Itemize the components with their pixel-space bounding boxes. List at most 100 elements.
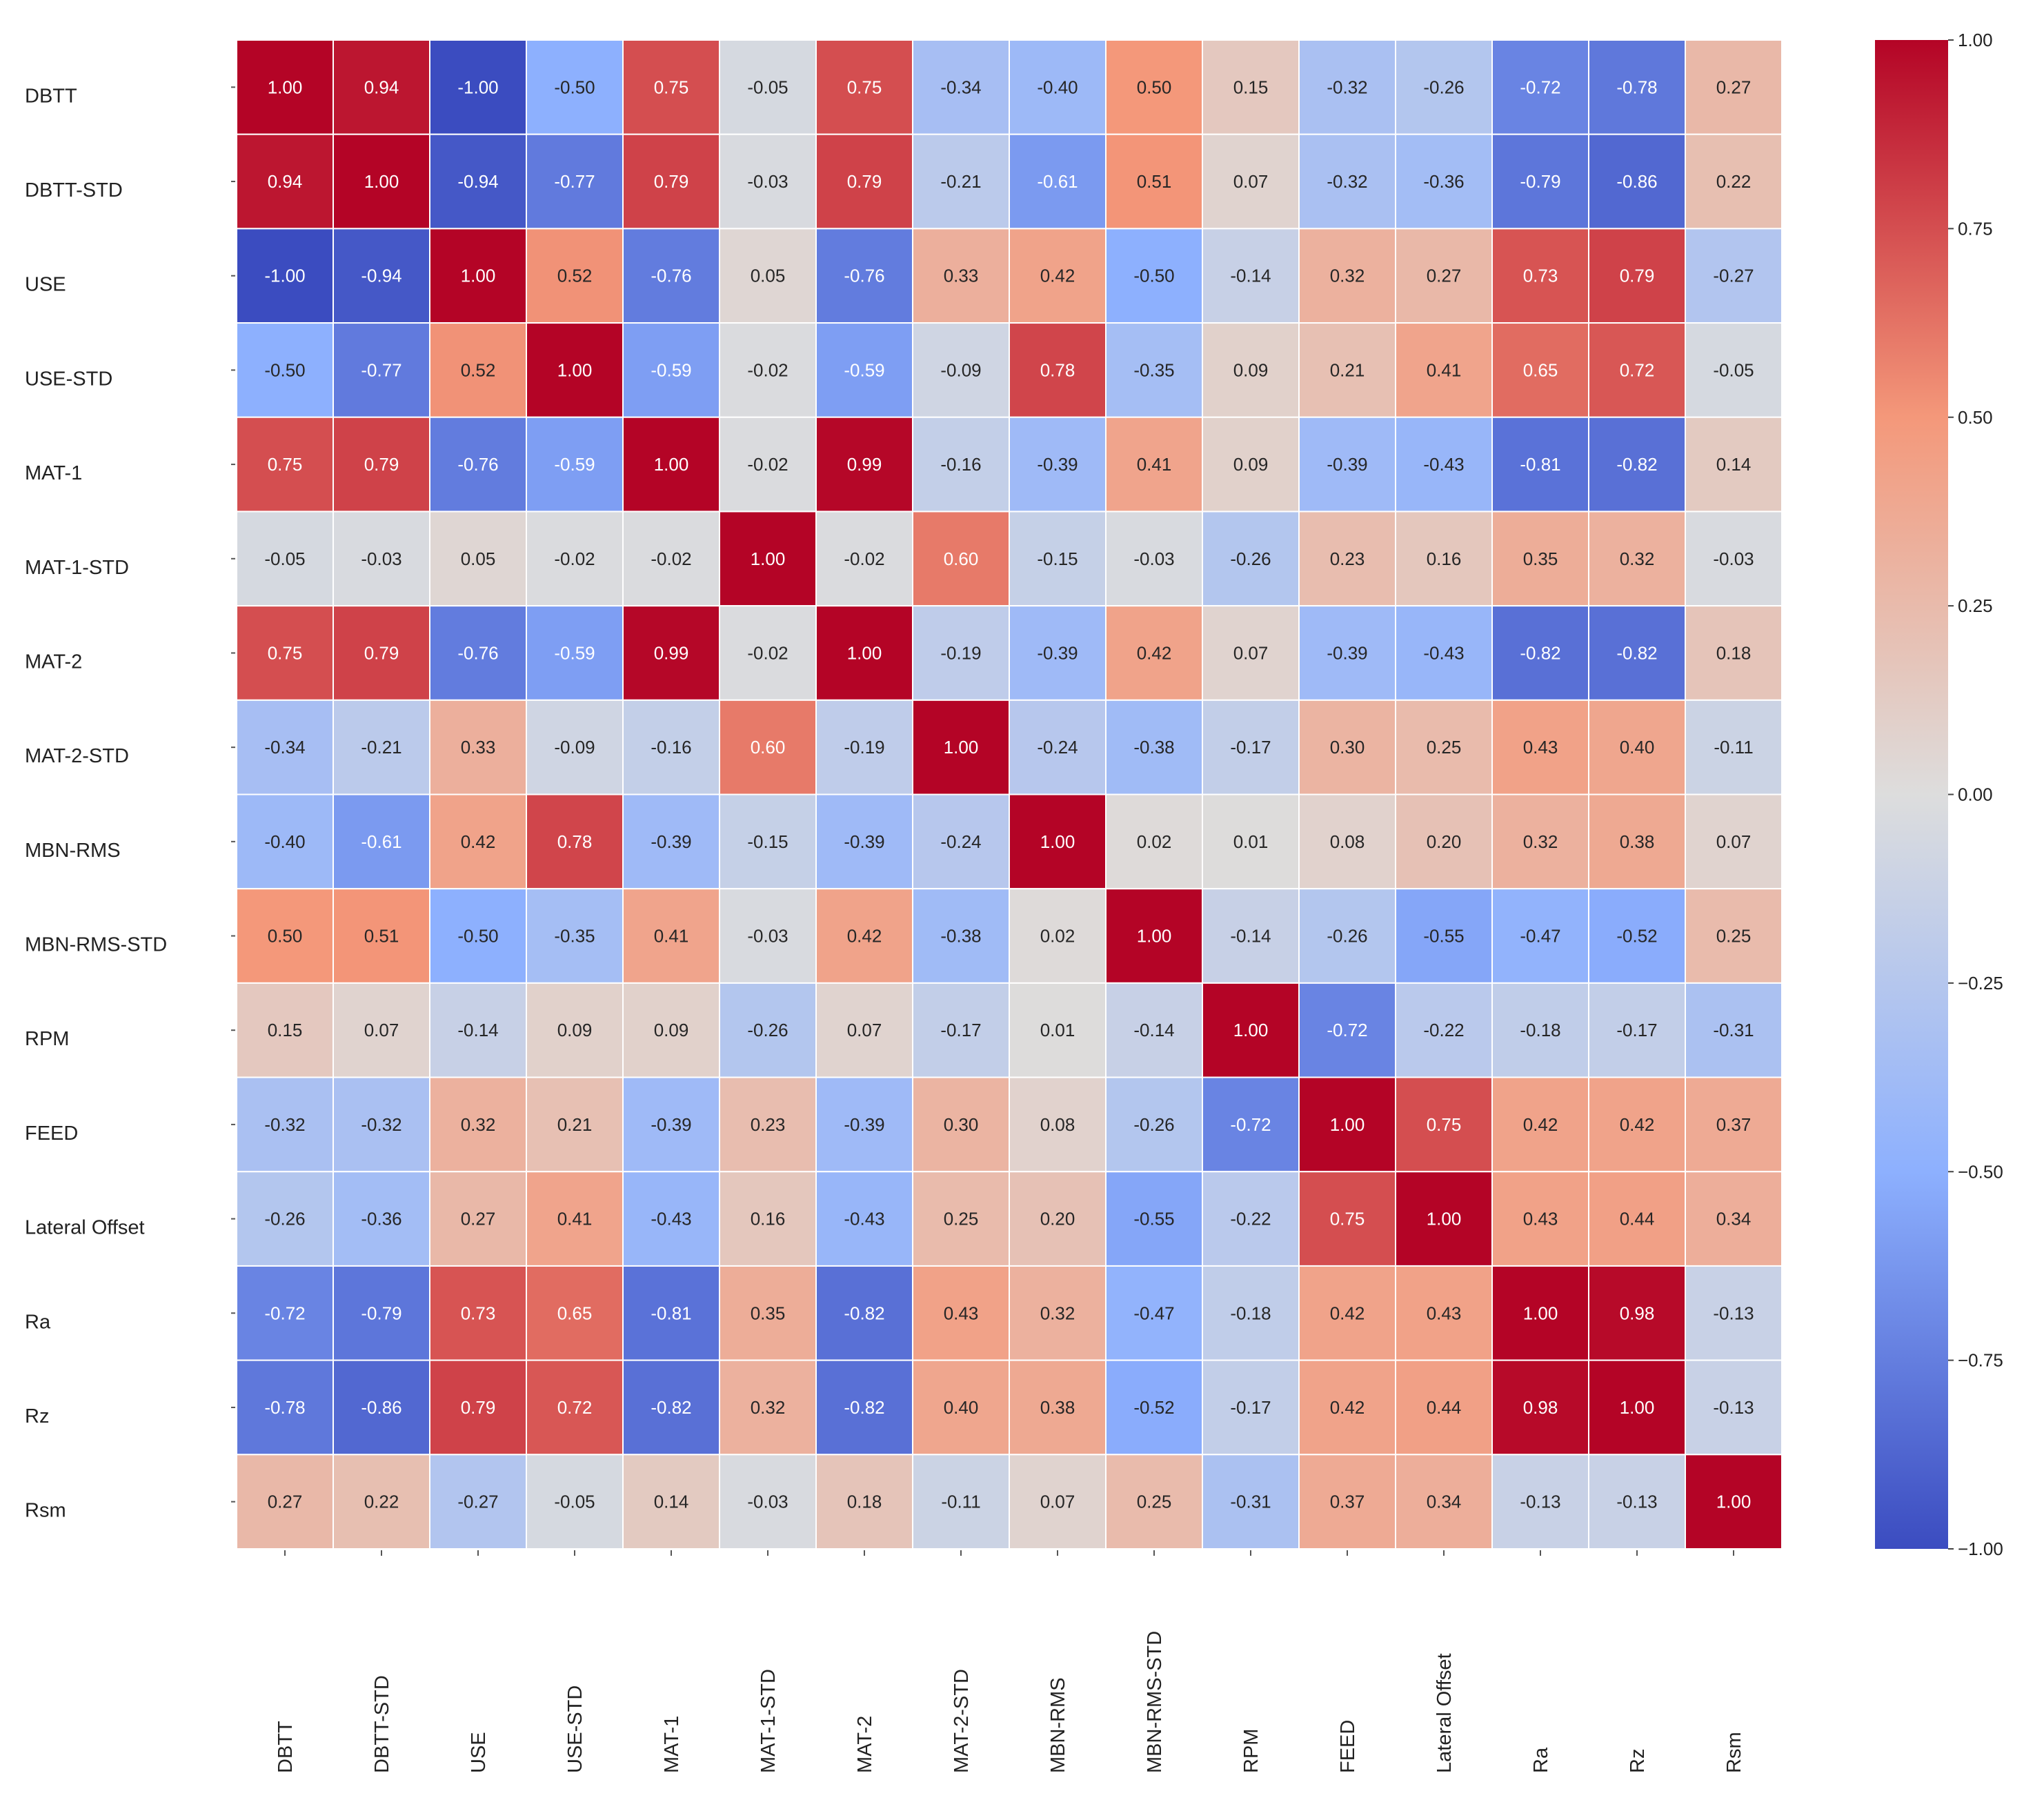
heatmap-cell <box>912 39 1010 135</box>
heatmap-cell <box>1685 416 1783 513</box>
cell-value-label: -0.72 <box>264 1303 305 1323</box>
cell-value-label: 0.51 <box>364 926 399 947</box>
heatmap-cell <box>1202 1454 1300 1550</box>
colorbar: 1.00 0.75 0.50 0.25 0.00 −0.25 −0.50 −0.75 −1.00 <box>1875 30 2003 1559</box>
heatmap-cell <box>236 133 334 230</box>
heatmap-cell <box>815 133 913 230</box>
heatmap-cell <box>1202 322 1300 418</box>
cell-value-label: 0.32 <box>1330 266 1365 286</box>
cell-value-label: 0.30 <box>944 1114 979 1135</box>
cell-value-label: -0.81 <box>1520 454 1560 475</box>
column-label: Ra <box>1530 1747 1552 1773</box>
cell-value-label: -0.39 <box>1037 642 1078 663</box>
column-label: MAT-2-STD <box>951 1669 973 1773</box>
cell-value-label: -0.02 <box>651 548 691 569</box>
cell-value-label: 0.09 <box>1233 454 1269 475</box>
heatmap-cell <box>236 416 334 513</box>
cell-value-label: 0.32 <box>1620 548 1655 569</box>
row-label: DBTT <box>25 85 77 107</box>
heatmap-cell <box>1588 416 1686 513</box>
heatmap-cell <box>236 982 334 1078</box>
cell-value-label: 0.37 <box>1330 1492 1365 1512</box>
cell-value-label: -0.03 <box>1713 548 1754 569</box>
cell-value-label: 0.07 <box>364 1020 399 1040</box>
heatmap-cell <box>622 511 720 607</box>
cell-value-label: -0.18 <box>1520 1020 1560 1040</box>
cell-value-label: 0.79 <box>654 171 689 192</box>
heatmap-cell <box>1395 133 1493 230</box>
cell-value-label: -0.05 <box>747 77 788 97</box>
heatmap-cell <box>1685 1171 1783 1267</box>
cell-value-label: 0.18 <box>847 1492 882 1512</box>
row-label: MAT-1-STD <box>25 557 129 579</box>
row-label: DBTT-STD <box>25 179 123 201</box>
cell-value-label: -0.17 <box>940 1020 981 1040</box>
cell-value-label: -0.15 <box>1037 548 1078 569</box>
heatmap-cell <box>333 1359 430 1456</box>
cell-value-label: 1.00 <box>654 454 689 475</box>
cell-value-label: -0.59 <box>651 359 691 380</box>
heatmap-cell <box>1395 416 1493 513</box>
heatmap-cell <box>1298 322 1396 418</box>
cell-value-label: 0.38 <box>1040 1397 1075 1418</box>
cell-value-label: -0.76 <box>457 454 498 475</box>
cell-value-label: -0.34 <box>264 737 305 758</box>
heatmap-cell <box>815 699 913 795</box>
cell-value-label: 0.37 <box>1716 1114 1752 1135</box>
cell-value-label: 0.07 <box>847 1020 882 1040</box>
cell-value-label: -0.02 <box>747 359 788 380</box>
heatmap-cell <box>1588 1171 1686 1267</box>
heatmap-cell <box>912 1454 1010 1550</box>
heatmap-cell <box>1105 1454 1203 1550</box>
heatmap-cell <box>1685 322 1783 418</box>
heatmap-cell <box>815 1359 913 1456</box>
heatmap-cell <box>912 133 1010 230</box>
cell-value-label: -0.05 <box>554 1492 595 1512</box>
cell-value-label: -0.14 <box>1230 926 1271 947</box>
heatmap-cell <box>526 605 624 701</box>
cell-value-label: 0.23 <box>1330 548 1365 569</box>
heatmap-cell <box>815 1171 913 1267</box>
heatmap-cell <box>1105 1171 1203 1267</box>
heatmap-cell <box>1105 1265 1203 1361</box>
cell-value-label: 1.00 <box>847 642 882 663</box>
cell-value-label: -0.39 <box>651 1114 691 1135</box>
column-label: Rsm <box>1723 1732 1745 1773</box>
cell-value-label: 0.33 <box>461 737 496 758</box>
heatmap-cell <box>236 699 334 795</box>
cell-value-label: 0.73 <box>461 1303 496 1323</box>
cell-value-label: -0.21 <box>361 737 401 758</box>
heatmap-cell <box>429 1171 527 1267</box>
heatmap-cell <box>1298 416 1396 513</box>
row-label: MBN-RMS <box>25 840 121 862</box>
cell-value-label: 0.42 <box>847 926 882 947</box>
heatmap-cell <box>429 228 527 324</box>
row-label: Lateral Offset <box>25 1217 145 1239</box>
colorbar-gradient <box>1875 40 1948 1549</box>
cell-value-label: -0.22 <box>1230 1209 1271 1229</box>
cell-value-label: -0.05 <box>1713 359 1754 380</box>
cell-value-label: -0.32 <box>264 1114 305 1135</box>
colorbar-tick-label: −1.00 <box>1958 1539 2003 1559</box>
cell-value-label: -0.94 <box>457 171 498 192</box>
heatmap-cell <box>622 605 720 701</box>
cell-value-label: -0.36 <box>1423 171 1464 192</box>
heatmap-cell <box>815 888 913 984</box>
heatmap-cell <box>526 1454 624 1550</box>
cell-value-label: 0.99 <box>847 454 882 475</box>
cell-value-label: -0.79 <box>361 1303 401 1323</box>
heatmap-cell <box>719 982 817 1078</box>
cell-value-label: 0.21 <box>557 1114 593 1135</box>
heatmap-cell <box>1202 1359 1300 1456</box>
heatmap-cell <box>622 1265 720 1361</box>
cell-value-label: -0.59 <box>554 454 595 475</box>
cell-value-label: -0.32 <box>361 1114 401 1135</box>
cell-value-label: -0.03 <box>747 171 788 192</box>
cell-value-label: -0.47 <box>1133 1303 1174 1323</box>
cell-value-label: 0.27 <box>268 1492 303 1512</box>
cell-value-label: 0.52 <box>557 266 593 286</box>
cell-value-label: -0.22 <box>1423 1020 1464 1040</box>
heatmap-cell <box>236 322 334 418</box>
cell-value-label: 0.32 <box>751 1397 786 1418</box>
